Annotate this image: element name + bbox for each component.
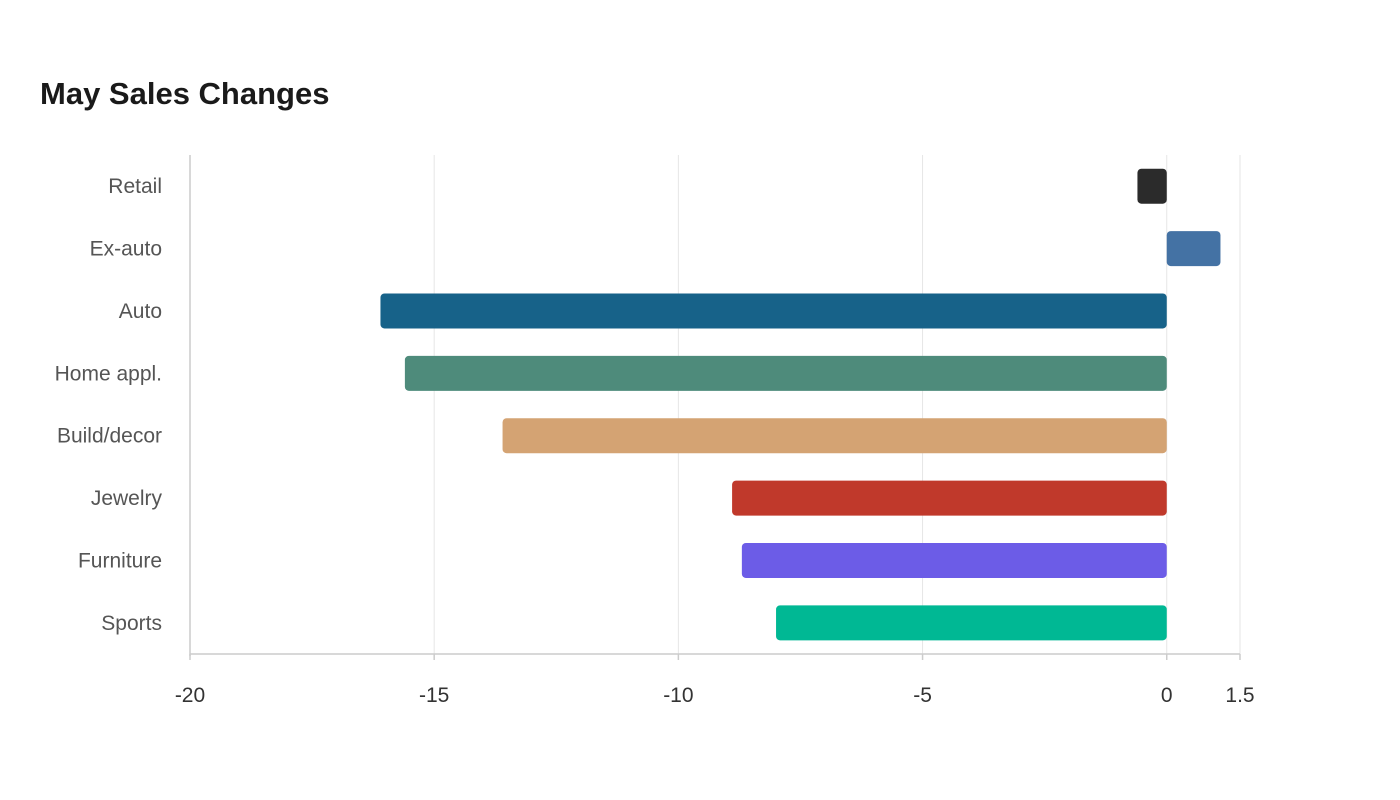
bar-home-appl-: [404, 355, 1167, 391]
category-label: Build/decor: [57, 425, 162, 448]
bar-ex-auto: [1166, 231, 1221, 267]
bars: [380, 168, 1221, 641]
x-tick-label: -15: [419, 684, 449, 707]
bar-build-decor: [502, 418, 1167, 454]
bar-retail: [1137, 168, 1167, 204]
category-label: Home appl.: [55, 362, 162, 385]
bar-auto: [380, 293, 1167, 329]
grid-lines: [433, 155, 1241, 654]
bar-furniture: [741, 542, 1167, 578]
x-tick-label: 1.5: [1225, 684, 1254, 707]
category-labels: Retail Ex-auto Auto Home appl. Build/decor Je…: [55, 175, 163, 635]
category-label: Sports: [101, 612, 162, 635]
x-tick-label: -10: [663, 684, 693, 707]
category-label: Ex-auto: [90, 238, 162, 261]
category-label: Retail: [108, 175, 162, 198]
bar-sports: [776, 605, 1167, 641]
axes: [189, 155, 1241, 660]
category-label: Auto: [119, 300, 162, 323]
tick-labels: -20 -15 -10 -5 0 1.5: [175, 684, 1255, 707]
category-label: Jewelry: [91, 487, 163, 510]
chart-title: May Sales Changes: [40, 76, 330, 111]
bar-jewelry: [732, 480, 1167, 516]
x-tick-label: -20: [175, 684, 205, 707]
category-label: Furniture: [78, 549, 162, 572]
x-tick-label: 0: [1161, 684, 1173, 707]
x-tick-label: -5: [913, 684, 932, 707]
